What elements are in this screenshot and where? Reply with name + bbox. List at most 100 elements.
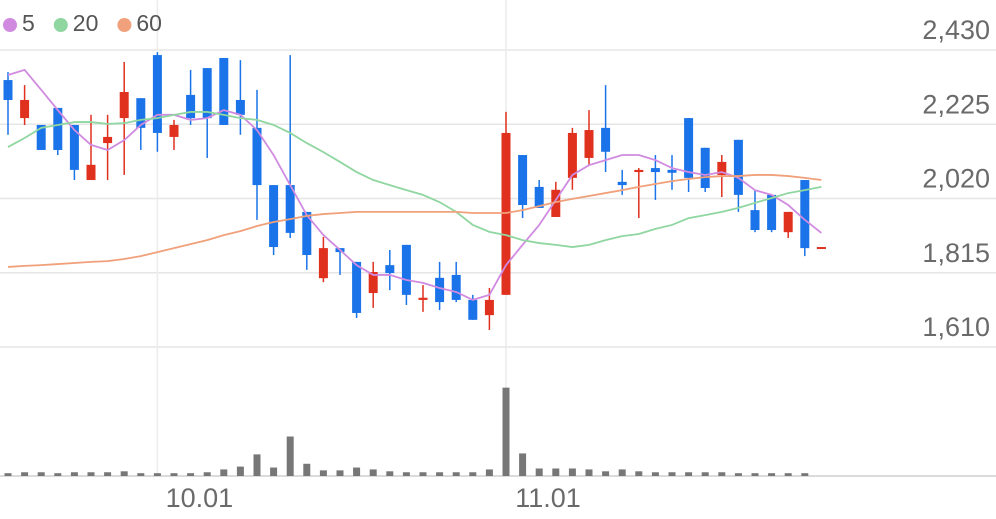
candle-body	[451, 274, 461, 300]
candle-body	[285, 185, 295, 233]
candle-body	[700, 147, 710, 188]
candle-body	[567, 132, 577, 178]
volume-bar	[801, 473, 809, 476]
legend-label: 5	[22, 10, 35, 36]
candle-body	[767, 194, 777, 231]
volume-bar	[469, 472, 477, 476]
candle-body	[235, 99, 245, 115]
candle-body	[518, 155, 528, 206]
candle-body	[169, 124, 179, 137]
candle-body	[435, 277, 445, 303]
volume-bar	[402, 472, 410, 476]
moving-average-line	[7, 68, 822, 301]
legend-dot	[3, 18, 17, 32]
candle-body	[617, 181, 627, 186]
volume-bar	[419, 472, 427, 476]
volume-bar	[253, 454, 261, 476]
volume-bar	[685, 472, 693, 476]
candle-body	[501, 132, 511, 295]
candle-body	[186, 94, 196, 119]
candle-body	[36, 124, 46, 150]
volume-bar	[87, 472, 95, 476]
volume-bar	[54, 473, 62, 476]
y-tick-label: 1,610	[922, 312, 990, 342]
moving-average-line	[7, 174, 822, 268]
volume-bar	[21, 472, 29, 476]
volume-bar	[751, 473, 759, 476]
candle-body	[302, 211, 312, 256]
candle-body	[717, 161, 727, 175]
candle-body	[484, 299, 494, 316]
candle-body	[783, 211, 793, 233]
candle-body	[318, 248, 328, 279]
volume-bar	[502, 387, 510, 476]
candle-body	[601, 127, 611, 152]
volume-bar	[170, 473, 178, 476]
volume-bar	[701, 472, 709, 476]
candle-body	[634, 169, 644, 173]
volume-bar	[303, 463, 311, 476]
x-tick-label: 10.01	[166, 483, 234, 513]
volume-bar	[270, 467, 278, 476]
volume-bar	[734, 473, 742, 476]
volume-bar	[286, 436, 294, 476]
volume-bar	[452, 472, 460, 476]
candle-body	[20, 99, 30, 119]
candle-body	[534, 186, 544, 208]
volume-bar	[568, 468, 576, 476]
volume-bar	[4, 473, 12, 476]
volume-bar	[635, 471, 643, 476]
volume-bar	[784, 473, 792, 476]
y-tick-label: 1,815	[922, 238, 990, 268]
candle-body	[551, 189, 561, 217]
volume-bar	[353, 467, 361, 476]
candle-body	[418, 297, 428, 300]
candle-body	[352, 261, 362, 313]
volume-bar	[768, 473, 776, 476]
candle-body	[584, 130, 594, 158]
volume-bar	[386, 471, 394, 476]
candle-body	[252, 127, 262, 186]
volume-bar	[187, 473, 195, 476]
candle-body	[816, 247, 826, 250]
volume-bar	[37, 472, 45, 476]
y-tick-label: 2,430	[922, 15, 990, 45]
volume-bar	[120, 471, 128, 476]
candle-body	[269, 185, 279, 248]
volume-bar	[319, 470, 327, 476]
volume-bar	[535, 468, 543, 476]
volume-bar	[436, 472, 444, 476]
candle-body	[667, 169, 677, 173]
candle-body	[650, 168, 660, 173]
moving-average-line	[7, 111, 822, 248]
candle-body	[152, 55, 162, 133]
candle-body	[684, 118, 694, 178]
volume-bar	[519, 453, 527, 476]
legend-label: 60	[136, 10, 162, 36]
legend-dot	[117, 18, 132, 32]
candle-body	[103, 136, 113, 144]
volume-bar	[552, 468, 560, 476]
volume-bar	[485, 469, 493, 476]
volume-bar	[220, 469, 228, 476]
volume-bar	[137, 473, 145, 476]
volume-bar	[602, 471, 610, 476]
candle-body	[219, 57, 229, 125]
volume-bar	[236, 466, 244, 476]
volume-bar	[203, 472, 211, 476]
y-tick-label: 2,225	[922, 89, 990, 119]
volume-bar	[336, 470, 344, 476]
candle-body	[53, 107, 63, 150]
candle-body	[800, 180, 810, 249]
volume-bar	[618, 469, 626, 476]
candle-body	[401, 244, 411, 295]
candle-body	[750, 210, 760, 231]
volume-bar	[70, 472, 78, 476]
x-tick-label: 11.01	[515, 483, 581, 513]
candle-body	[202, 68, 212, 119]
legend-label: 20	[73, 10, 99, 36]
candle-body	[3, 80, 13, 100]
legend-dot	[53, 18, 68, 32]
volume-bar	[668, 472, 676, 476]
